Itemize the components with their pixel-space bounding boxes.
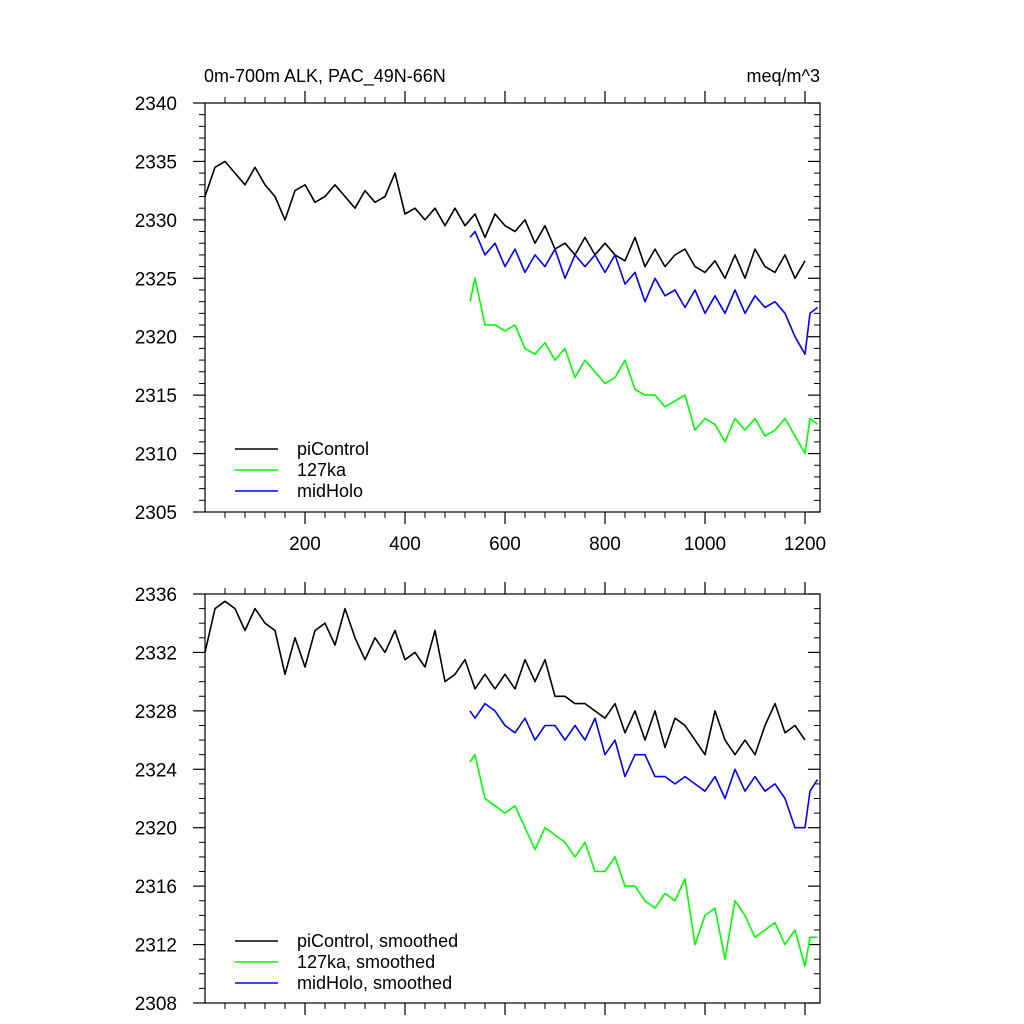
y-tick-label: 2340	[135, 94, 177, 115]
chart-title: 0m-700m ALK, PAC_49N-66N	[204, 66, 446, 87]
units-label: meq/m^3	[747, 66, 820, 86]
y-tick-label: 2315	[135, 386, 177, 407]
series-line-picontrol	[204, 160, 806, 280]
y-tick-label: 2335	[135, 152, 177, 173]
y-tick-label: 2310	[135, 445, 177, 466]
series-line-picontrol-smoothed	[204, 600, 806, 756]
y-tick-label: 2320	[135, 328, 177, 349]
plot-frame	[204, 593, 821, 1004]
y-tick-label: 2336	[135, 585, 177, 606]
x-tick-label: 400	[389, 534, 421, 555]
y-tick-label: 2330	[135, 211, 177, 232]
series-line-127ka	[469, 277, 818, 455]
x-tick-label: 600	[489, 534, 521, 555]
x-tick-label: 1200	[784, 534, 826, 555]
y-tick-label: 2328	[135, 702, 177, 723]
plot-panel-1: 200 400 600 800 1000 1200 2305 2310 2315 2320 2325…	[135, 91, 826, 555]
legend-label: 127ka	[297, 460, 347, 480]
y-tick-label: 2325	[135, 269, 177, 290]
series-line-midholo-smoothed	[469, 702, 819, 829]
x-tick-label: 800	[589, 534, 621, 555]
series-line-midholo	[469, 230, 818, 355]
legend-label: midHolo	[297, 481, 363, 501]
y-tick-label: 2305	[135, 503, 177, 524]
y-tick-label: 2324	[135, 760, 178, 781]
y-tick-label: 2316	[135, 877, 177, 898]
legend-label: 127ka, smoothed	[297, 952, 435, 972]
y-tick-label: 2308	[135, 994, 177, 1015]
legend-label: piControl, smoothed	[297, 931, 458, 951]
y-tick-label: 2320	[135, 819, 177, 840]
x-tick-label: 1000	[684, 534, 726, 555]
y-tick-label: 2312	[135, 936, 177, 957]
legend-label: piControl	[297, 439, 369, 459]
plot-panel-2: 2308 2312 2316 2320 2324 2328 2332 2336 piContro…	[135, 582, 821, 1015]
legend-label: midHolo, smoothed	[297, 973, 452, 993]
x-tick-label: 200	[289, 534, 321, 555]
y-tick-label: 2332	[135, 643, 177, 664]
plot-frame	[204, 102, 821, 513]
series-line-127ka-smoothed	[469, 753, 818, 968]
